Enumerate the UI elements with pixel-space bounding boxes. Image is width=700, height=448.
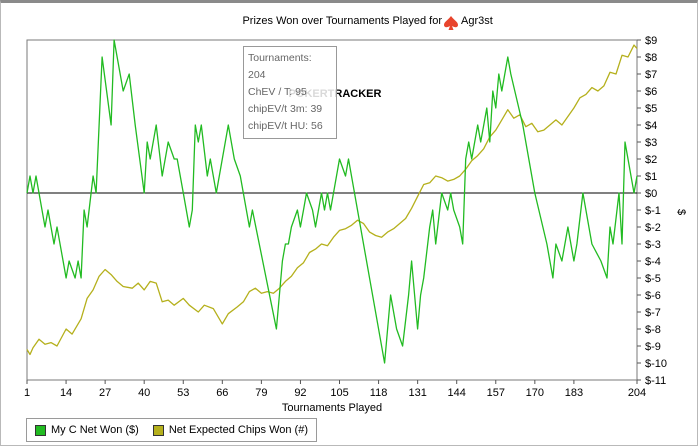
tooltip-line-chev: ChEV / T: 95	[248, 86, 307, 98]
x-tick-label: 170	[526, 387, 544, 399]
x-tick-label: 204	[628, 387, 646, 399]
x-tick-label: 66	[216, 387, 228, 399]
y-axis-label: $	[675, 209, 687, 215]
legend-label-net-won: My C Net Won ($)	[51, 424, 139, 436]
x-axis-label: Tournaments Played	[282, 402, 382, 414]
series-net-won-line	[26, 39, 638, 364]
x-tick-label: 40	[138, 387, 150, 399]
y-tick-label: $-6	[645, 290, 661, 302]
legend-swatch-expected-chips	[152, 424, 164, 436]
y-tick-label: $5	[645, 103, 657, 115]
legend-item-net-won[interactable]: My C Net Won ($)	[35, 424, 139, 436]
tooltip-line-tournaments: Tournaments: 204	[248, 52, 312, 81]
legend-item-expected-chips[interactable]: Net Expected Chips Won (#)	[152, 424, 309, 436]
x-tick-label: 144	[448, 387, 466, 399]
tooltip-line-3m: chipEV/t 3m: 39	[248, 103, 323, 115]
x-tick-label: 105	[330, 387, 348, 399]
x-tick-label: 79	[255, 387, 267, 399]
spade-icon	[444, 16, 458, 30]
x-tick-label: 53	[177, 387, 189, 399]
y-tick-label: $3	[645, 137, 657, 149]
x-tick-label: 14	[60, 387, 72, 399]
y-tick-label: $-4	[645, 256, 661, 268]
y-tick-label: $7	[645, 69, 657, 81]
y-tick-label: $-8	[645, 324, 661, 336]
y-tick-label: $0	[645, 188, 657, 200]
x-tick-label: 131	[408, 387, 426, 399]
y-tick-label: $8	[645, 52, 657, 64]
y-tick-label: $4	[645, 120, 657, 132]
x-tick-label: 183	[565, 387, 583, 399]
tooltip-line-hu: chipEV/t HU: 56	[248, 120, 323, 132]
x-tick-label: 27	[99, 387, 111, 399]
y-tick-label: $-7	[645, 307, 661, 319]
y-tick-label: $-5	[645, 273, 661, 285]
chart-title: Prizes Won over Tournaments Played for	[242, 15, 442, 27]
y-tick-label: $6	[645, 86, 657, 98]
y-tick-label: $9	[645, 35, 657, 47]
y-tick-label: $-3	[645, 239, 661, 251]
legend: My C Net Won ($) Net Expected Chips Won …	[26, 418, 318, 442]
x-tick-label: 157	[487, 387, 505, 399]
legend-label-expected-chips: Net Expected Chips Won (#)	[168, 424, 309, 436]
player-name: Agr3st	[461, 15, 493, 27]
y-tick-label: $-10	[645, 358, 667, 370]
series-expected-chips-line	[26, 44, 638, 356]
legend-swatch-net-won	[35, 424, 46, 436]
y-tick-label: $-9	[645, 341, 661, 353]
y-tick-label: $1	[645, 171, 657, 183]
tooltip: Tournaments: 204 ChEV / T: 95 chipEV/t 3…	[243, 46, 337, 139]
y-tick-label: $-1	[645, 205, 661, 217]
x-tick-label: 1	[24, 387, 30, 399]
y-tick-label: $2	[645, 154, 657, 166]
x-tick-label: 118	[370, 387, 388, 399]
x-tick-label: 92	[294, 387, 306, 399]
y-tick-label: $-2	[645, 222, 661, 234]
y-tick-label: $-11	[645, 375, 666, 387]
